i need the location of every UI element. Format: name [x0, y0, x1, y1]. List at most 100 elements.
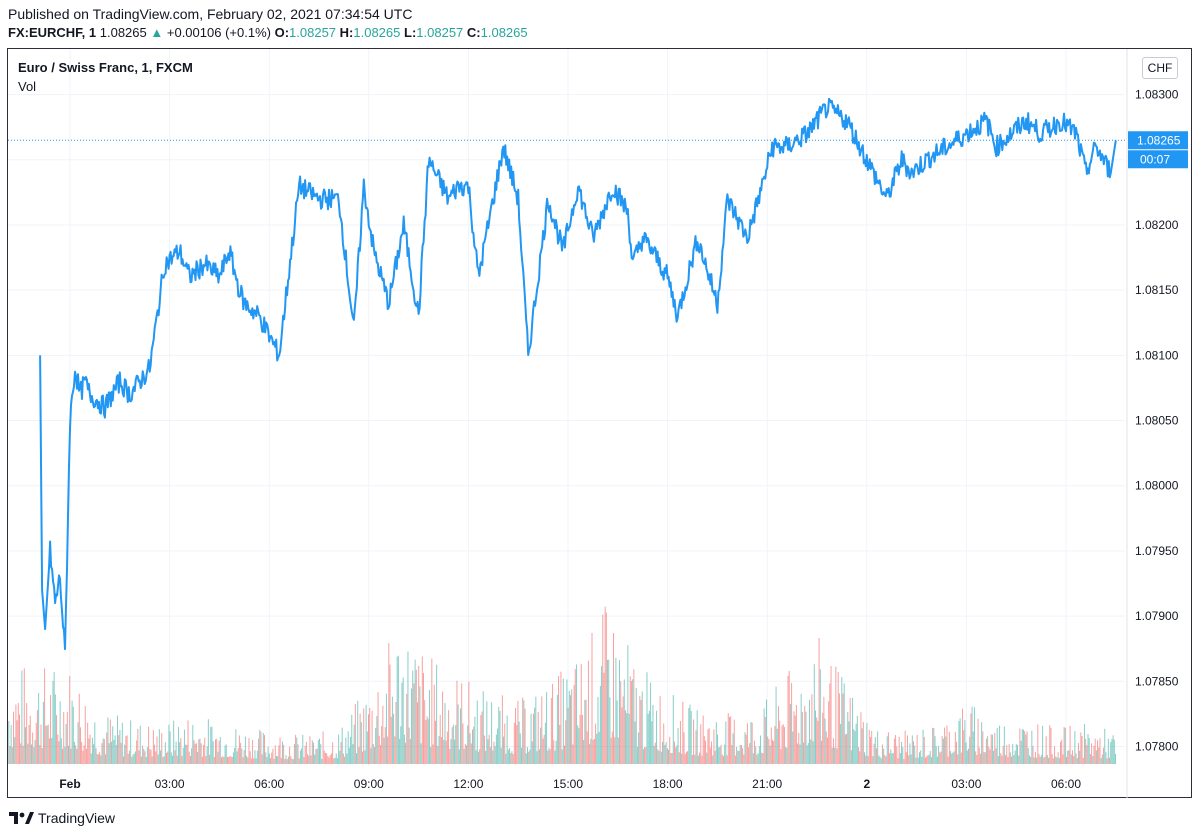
- volume-bar: [577, 725, 579, 764]
- volume-bar: [798, 732, 800, 764]
- volume-bar: [287, 756, 289, 764]
- volume-bar: [679, 721, 681, 764]
- volume-bar: [254, 750, 256, 764]
- volume-bar: [375, 728, 377, 764]
- volume-bar: [852, 697, 854, 764]
- volume-bar: [775, 686, 777, 764]
- volume-bar: [730, 716, 732, 764]
- volume-bar: [962, 708, 964, 764]
- volume-bar: [8, 721, 10, 764]
- volume-bar: [347, 731, 349, 764]
- volume-bar: [1099, 738, 1101, 764]
- volume-bar: [952, 752, 954, 764]
- volume-bar: [774, 726, 776, 764]
- volume-bar: [1021, 729, 1023, 764]
- volume-bar: [160, 750, 162, 764]
- volume-bar: [151, 756, 153, 764]
- volume-bar: [1000, 753, 1002, 764]
- volume-bar: [1074, 731, 1076, 764]
- volume-bar: [187, 720, 189, 764]
- volume-bar: [167, 751, 169, 764]
- legend-series-title: Euro / Swiss Franc, 1, FXCM: [18, 60, 193, 75]
- volume-bar: [942, 738, 944, 764]
- volume-bar: [639, 695, 641, 764]
- volume-bar: [544, 722, 546, 764]
- volume-bar: [803, 742, 805, 764]
- volume-bar: [1083, 724, 1085, 764]
- volume-bar: [260, 731, 262, 764]
- volume-bar: [957, 754, 959, 764]
- volume-bar: [428, 690, 430, 764]
- high-label: H:: [339, 25, 354, 40]
- volume-bar: [566, 679, 568, 764]
- volume-bar: [26, 702, 28, 764]
- volume-bar: [826, 737, 828, 764]
- volume-bar: [369, 707, 371, 764]
- volume-bar: [101, 743, 103, 764]
- volume-bar: [308, 755, 310, 764]
- volume-bar: [430, 747, 432, 764]
- volume-bar: [509, 748, 511, 764]
- volume-bar: [283, 744, 285, 764]
- volume-bar: [602, 614, 604, 764]
- volume-bar: [756, 754, 758, 764]
- volume-bar: [491, 702, 493, 764]
- volume-bar: [836, 748, 838, 764]
- footer-brand[interactable]: TradingView: [8, 810, 115, 826]
- volume-bar: [1002, 745, 1004, 764]
- volume-bar: [691, 755, 693, 764]
- volume-bar: [844, 734, 846, 764]
- volume-bar: [267, 746, 269, 764]
- volume-bar: [874, 737, 876, 764]
- volume-bar: [424, 700, 426, 764]
- volume-bar: [928, 754, 930, 764]
- volume-bar: [921, 756, 923, 764]
- volume-bar: [247, 757, 249, 764]
- volume-bar: [59, 701, 61, 764]
- volume-bar: [1113, 739, 1115, 764]
- volume-bar: [1066, 757, 1067, 764]
- volume-bar: [929, 750, 931, 764]
- volume-bar: [1105, 752, 1107, 764]
- volume-bar: [415, 669, 417, 764]
- volume-bar: [675, 747, 677, 764]
- volume-bar: [391, 696, 393, 764]
- volume-bar: [377, 692, 379, 764]
- volume-bar: [1103, 747, 1105, 764]
- volume-bar: [569, 695, 571, 764]
- volume-bar: [1060, 741, 1062, 764]
- volume-bar: [703, 736, 705, 764]
- volume-bar: [512, 753, 514, 764]
- volume-bar: [407, 651, 409, 764]
- volume-bar: [653, 745, 655, 764]
- volume-bar: [1075, 753, 1077, 764]
- volume-bar: [1092, 755, 1094, 764]
- volume-bar: [72, 706, 74, 764]
- volume-bar: [218, 740, 220, 764]
- y-tick-label: 1.07850: [1135, 674, 1179, 688]
- volume-bar: [336, 757, 338, 764]
- y-tick-label: 1.08100: [1135, 348, 1179, 362]
- volume-bar: [767, 736, 769, 764]
- volume-bar: [511, 751, 513, 764]
- volume-bar: [1018, 755, 1020, 764]
- volume-bar: [901, 741, 903, 764]
- countdown-tag-label: 00:07: [1140, 152, 1170, 166]
- volume-bar: [697, 755, 699, 764]
- volume-bar: [849, 698, 851, 764]
- volume-bar: [811, 694, 813, 764]
- volume-bar: [688, 708, 690, 764]
- volume-bar: [60, 738, 62, 764]
- volume-bar: [510, 753, 512, 764]
- volume-bar: [706, 752, 708, 764]
- x-tick-label: 06:00: [1051, 777, 1081, 791]
- volume-bar: [973, 707, 975, 764]
- volume-bar: [690, 711, 692, 764]
- volume-bar: [822, 712, 824, 764]
- volume-bar: [228, 757, 230, 764]
- volume-bar: [255, 758, 257, 764]
- currency-badge[interactable]: CHF: [1142, 57, 1178, 79]
- volume-bar: [1069, 725, 1071, 764]
- volume-bar: [762, 753, 764, 764]
